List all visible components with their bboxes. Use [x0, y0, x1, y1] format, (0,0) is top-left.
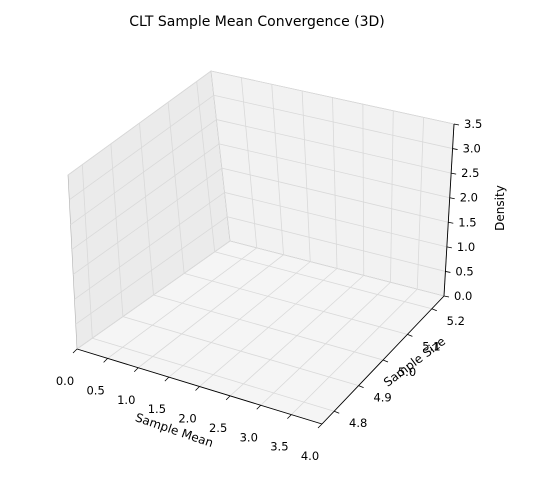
y-gridline-floor — [153, 294, 384, 361]
z-axis-label: Density — [493, 185, 507, 231]
x-gridline-backwall — [416, 117, 425, 290]
y-gridline-leftwall — [167, 102, 185, 274]
y-tick-label: 5.0 — [398, 365, 416, 379]
y-tick-mark — [382, 359, 389, 363]
x-tick-label: 2.5 — [209, 421, 227, 435]
z-tick-label: 2.5 — [461, 166, 479, 180]
z-axis-line — [443, 123, 455, 297]
y-tick-label: 5.2 — [447, 314, 465, 328]
x-tick-mark — [103, 358, 108, 363]
z-tick-label: 2.0 — [460, 191, 478, 205]
z-gridline-leftwall — [70, 119, 217, 226]
x-tick-label: 0.0 — [56, 374, 74, 388]
z-gridline-backwall — [229, 240, 445, 297]
z-tick-label: 3.5 — [464, 117, 482, 131]
x-tick-mark — [287, 414, 292, 419]
y-gridline-floor — [92, 337, 335, 412]
z-tick-mark — [443, 295, 450, 298]
z-tick-label: 3.0 — [463, 142, 481, 156]
z-gridline-backwall — [227, 216, 446, 272]
x-tick-label: 3.0 — [240, 430, 258, 444]
x-tick-mark — [164, 376, 170, 382]
z-tick-mark — [446, 246, 452, 249]
z-tick-label: 0.0 — [454, 289, 472, 303]
x-gridline-backwall — [390, 110, 394, 283]
z-gridline-leftwall — [72, 167, 223, 275]
x-tick-mark — [133, 367, 139, 373]
z-tick-mark — [449, 197, 455, 200]
y-tick-mark — [358, 385, 364, 388]
x-gridline-backwall — [301, 90, 311, 262]
tick-labels: 0.0 0.5 1.0 1.5 2.0 2.5 3.0 3.5 4.0 4.8 4.9 5.0 5.1 5… — [56, 117, 482, 463]
x-tick-mark — [317, 423, 323, 429]
y-gridline-leftwall — [139, 122, 154, 296]
z-gridline-leftwall — [69, 94, 214, 201]
z-tick-mark — [448, 221, 454, 224]
x-tick-label: 2.0 — [178, 412, 196, 426]
y-gridline-floor — [183, 273, 408, 335]
z-gridline-backwall — [216, 119, 452, 174]
chart-title: CLT Sample Mean Convergence (3D) — [129, 14, 385, 30]
x-gridline-backwall — [240, 77, 258, 248]
z-gridline-backwall — [213, 94, 453, 149]
x-tick-label: 1.5 — [148, 402, 166, 416]
z-gridline-leftwall — [75, 216, 228, 325]
z-tick-mark — [451, 172, 457, 175]
z-tick-mark — [453, 123, 460, 126]
z-tick-mark — [445, 271, 451, 273]
z-gridline-backwall — [224, 192, 447, 248]
z-gridline-backwall — [210, 70, 455, 125]
x-gridline-backwall — [332, 97, 338, 269]
x-tick-label: 0.5 — [86, 383, 104, 397]
z-tick-label: 1.5 — [458, 215, 476, 229]
z-gridline-backwall — [221, 167, 449, 223]
z-gridline-backwall — [219, 143, 450, 199]
y-tick-mark — [431, 308, 437, 312]
z-tick-label: 1.0 — [457, 240, 475, 254]
x-tick-label: 3.5 — [270, 440, 288, 454]
x-axis-line — [76, 348, 323, 425]
axes-panes — [67, 70, 455, 425]
z-gridline-leftwall — [67, 70, 212, 176]
y-tick-mark — [407, 334, 413, 337]
y-axis-line — [321, 295, 445, 425]
y-gridline-leftwall — [110, 143, 124, 317]
grid-lines — [67, 70, 460, 429]
x-axis-label: Sample Mean — [133, 410, 215, 450]
y-tick-mark — [334, 410, 340, 414]
y-tick-label: 4.8 — [349, 416, 367, 430]
x-tick-label: 1.0 — [117, 393, 135, 407]
y-gridline-floor — [214, 251, 432, 310]
x-tick-label: 4.0 — [301, 449, 319, 463]
z-gridline-leftwall — [71, 143, 220, 250]
x-tick-mark — [72, 348, 78, 354]
x-tick-mark — [256, 404, 262, 410]
y-gridline-leftwall — [81, 164, 93, 339]
x-tick-mark — [195, 386, 200, 391]
z-tick-mark — [452, 148, 458, 150]
x-gridline-backwall — [271, 84, 284, 255]
y-tick-label: 5.1 — [422, 339, 440, 353]
y-tick-label: 4.9 — [373, 391, 391, 405]
z-gridline-leftwall — [76, 240, 231, 350]
x-gridline-backwall — [210, 70, 231, 242]
y-gridline-leftwall — [196, 81, 216, 252]
y-gridline-floor — [122, 316, 359, 386]
z-gridline-leftwall — [74, 192, 225, 300]
x-tick-mark — [225, 395, 231, 401]
x-gridline-backwall — [362, 104, 365, 276]
z-tick-label: 0.5 — [455, 264, 473, 278]
